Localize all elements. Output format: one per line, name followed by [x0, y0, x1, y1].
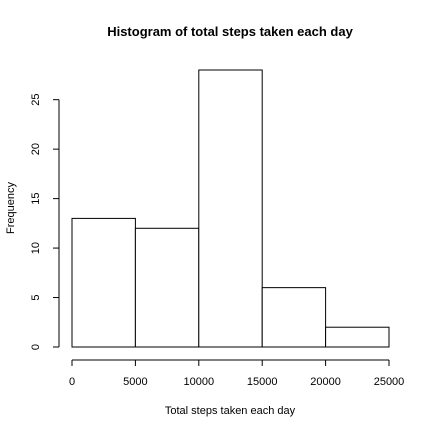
chart-title: Histogram of total steps taken each day — [107, 24, 353, 39]
x-tick-label: 5000 — [123, 376, 147, 388]
histogram-bar-1 — [134, 227, 200, 348]
x-axis-label: Total steps taken each day — [165, 405, 296, 417]
x-tick-label: 20000 — [310, 376, 341, 388]
bars-group — [71, 69, 390, 348]
y-axis-label: Frequency — [5, 182, 17, 234]
x-tick-label: 0 — [69, 376, 75, 388]
y-tick-label: 10 — [30, 242, 42, 254]
x-axis: 0 5000 10000 15000 20000 25000 — [69, 359, 405, 388]
histogram-bar-2 — [198, 69, 263, 348]
y-tick-label: 5 — [30, 294, 42, 300]
y-tick-label: 0 — [30, 344, 42, 350]
y-tick-label: 25 — [30, 94, 42, 106]
y-tick-label: 20 — [30, 143, 42, 155]
histogram-bar-0 — [71, 217, 136, 348]
y-tick-label: 15 — [30, 192, 42, 204]
y-axis: 0 5 10 15 20 25 — [30, 94, 60, 350]
histogram-bar-4 — [325, 326, 390, 348]
x-tick-label: 10000 — [184, 376, 215, 388]
x-tick-label: 25000 — [374, 376, 405, 388]
histogram-bar-3 — [261, 287, 327, 348]
x-tick-label: 15000 — [247, 376, 278, 388]
